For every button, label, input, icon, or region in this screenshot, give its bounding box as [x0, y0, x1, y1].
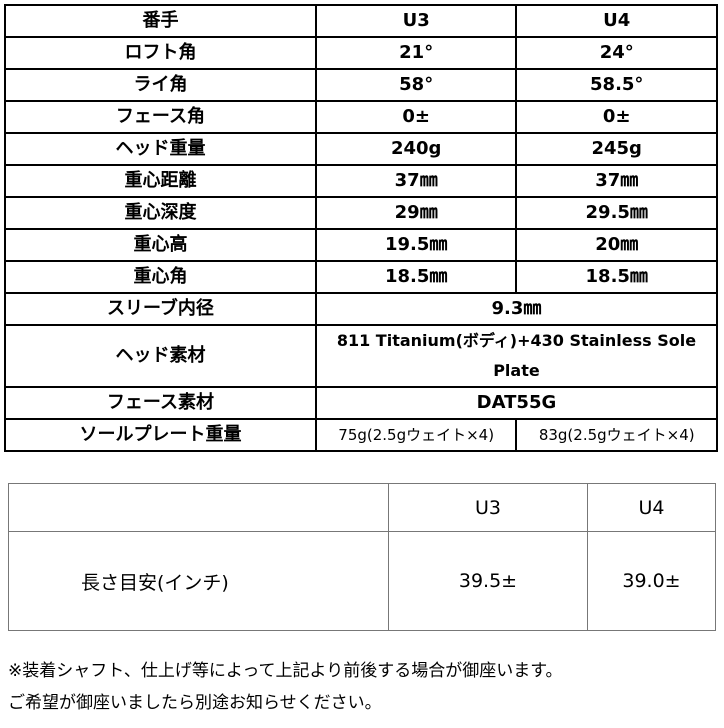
length-table: U3 U4 長さ目安(インチ) 39.5± 39.0± [8, 483, 716, 631]
row-value: 0± [515, 100, 718, 134]
row-label: ヘッド素材 [4, 324, 317, 388]
row-value: 20㎜ [515, 228, 718, 262]
header-cell: U4 [587, 483, 716, 532]
row-value: 18.5㎜ [515, 260, 718, 294]
row-label: ロフト角 [4, 36, 317, 70]
row-label: フェース角 [4, 100, 317, 134]
row-label: 長さ目安(インチ) [8, 531, 389, 631]
table-row: ソールプレート重量 75g(2.5gウェイト×4) 83g(2.5gウェイト×4… [4, 418, 718, 452]
row-value: 58° [314, 68, 518, 102]
row-label: フェース素材 [4, 386, 317, 420]
row-value: 21° [314, 36, 518, 70]
row-label: ヘッド重量 [4, 132, 317, 166]
table-row: 重心距離 37㎜ 37㎜ [4, 164, 718, 198]
row-value: 39.5± [388, 531, 588, 631]
table-row: 重心高 19.5㎜ 20㎜ [4, 228, 718, 262]
row-value: 75g(2.5gウェイト×4) [314, 418, 518, 452]
row-value: 37㎜ [515, 164, 718, 198]
table-row: 重心角 18.5㎜ 18.5㎜ [4, 260, 718, 294]
row-label: 重心高 [4, 228, 317, 262]
note-text: ※装着シャフト、仕上げ等によって上記より前後する場合が御座います。 [8, 661, 563, 681]
row-label: スリーブ内径 [4, 292, 317, 326]
row-value: 240g [314, 132, 518, 166]
row-value: 58.5° [515, 68, 718, 102]
row-label: ソールプレート重量 [4, 418, 317, 452]
row-value: 29㎜ [314, 196, 518, 230]
table-row: スリーブ内径 9.3㎜ [4, 292, 719, 326]
row-label: ライ角 [4, 68, 317, 102]
row-value: 18.5㎜ [314, 260, 518, 294]
table-header-row: 番手 U3 U4 [4, 4, 718, 38]
table-row: ヘッド重量 240g 245g [4, 132, 718, 166]
row-value: 29.5㎜ [515, 196, 718, 230]
header-cell: U3 [314, 4, 518, 38]
table-row: 重心深度 29㎜ 29.5㎜ [4, 196, 718, 230]
row-value: 24° [515, 36, 718, 70]
note-text: ご希望が御座いましたら別途お知らせください。 [8, 693, 382, 713]
header-cell [8, 483, 389, 532]
row-label: 重心角 [4, 260, 317, 294]
row-value: 19.5㎜ [314, 228, 518, 262]
row-label: 重心深度 [4, 196, 317, 230]
row-value: 39.0± [587, 531, 716, 631]
header-cell: 番手 [4, 4, 317, 38]
row-value: 83g(2.5gウェイト×4) [515, 418, 718, 452]
table-row: フェース角 0± 0± [4, 100, 718, 134]
table-row: ヘッド素材 811 Titanium(ボディ)+430 Stainless So… [4, 324, 719, 388]
row-value: DAT55G [314, 386, 719, 420]
row-value: 9.3㎜ [314, 292, 719, 326]
header-cell: U3 [388, 483, 588, 532]
row-label: 重心距離 [4, 164, 317, 198]
row-value: 0± [314, 100, 518, 134]
header-cell: U4 [515, 4, 718, 38]
table-row: ロフト角 21° 24° [4, 36, 718, 70]
table-header-row: U3 U4 [8, 483, 716, 532]
row-value: 245g [515, 132, 718, 166]
spec-table: 番手 U3 U4 ロフト角 21° 24° ライ角 58° 58.5° フェース角 0± 0± ヘ… [4, 4, 719, 452]
row-value: 37㎜ [314, 164, 518, 198]
table-row: 長さ目安(インチ) 39.5± 39.0± [8, 531, 716, 631]
table-row: ライ角 58° 58.5° [4, 68, 718, 102]
row-value: 811 Titanium(ボディ)+430 Stainless Sole Pla… [314, 324, 719, 388]
table-row: フェース素材 DAT55G [4, 386, 719, 420]
